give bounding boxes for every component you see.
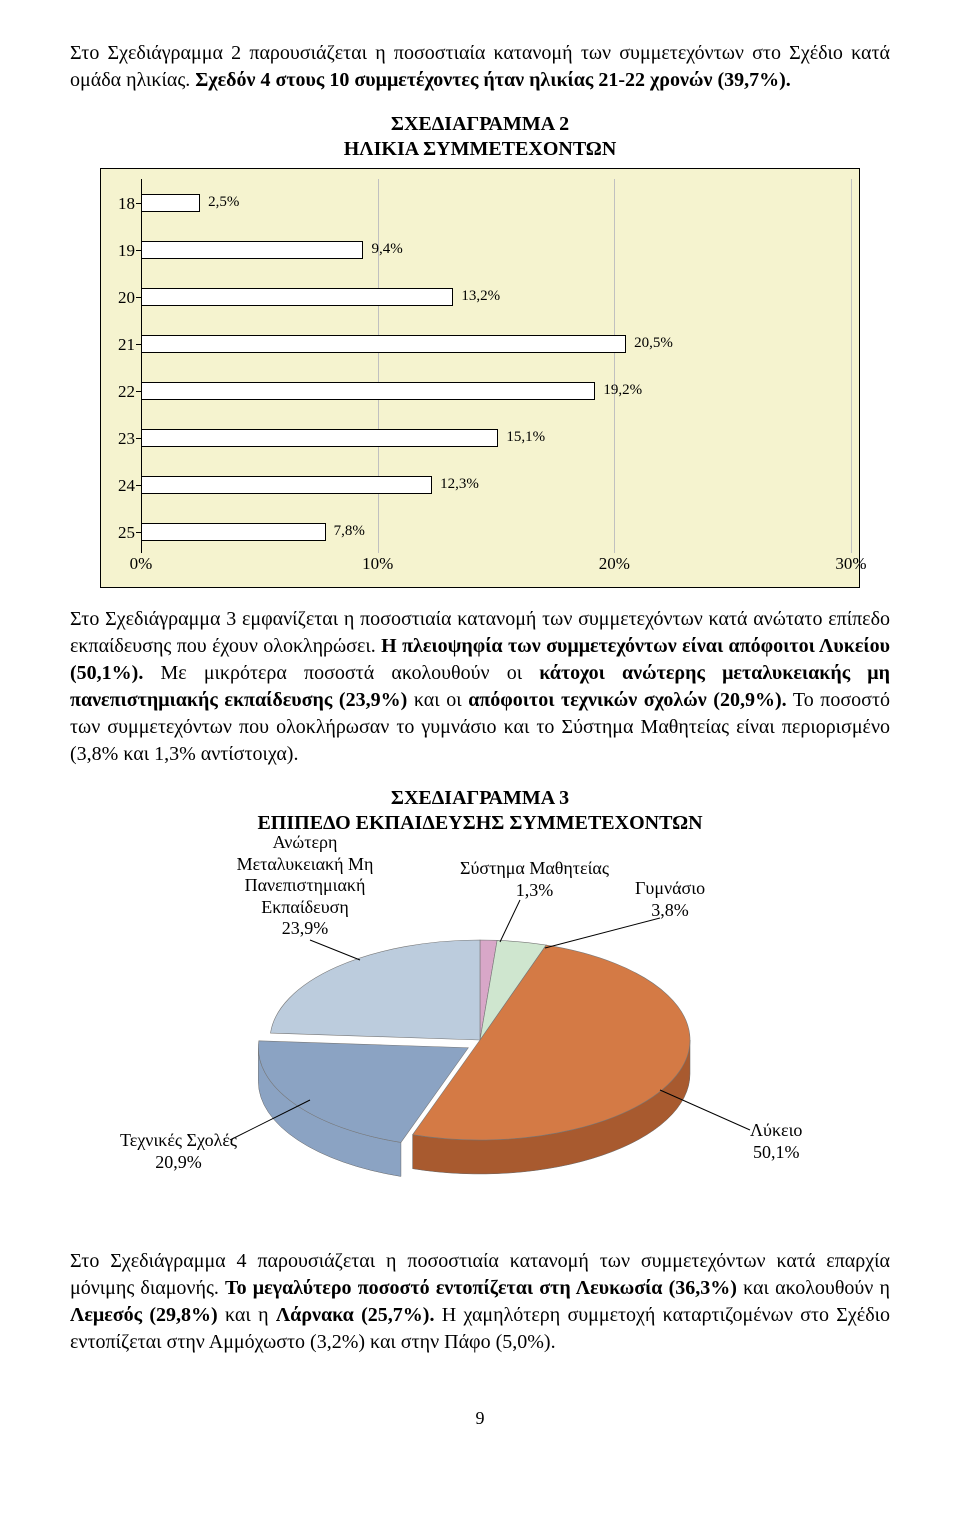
chart2-value-label: 20,5% [634,333,673,353]
chart2: ΣΧΕΔΙΑΓΡΑΜΜΑ 2 ΗΛΙΚΙΑ ΣΥΜΜΕΤΕΧΟΝΤΩΝ 182,… [70,112,890,588]
chart2-category-label: 22 [105,381,135,404]
pie-label-lykeio: Λύκειο 50,1% [750,1120,802,1163]
text: Γυμνάσιο [635,878,705,898]
chart2-value-label: 9,4% [371,239,402,259]
chart2-row: 182,5% [141,194,849,212]
chart3: ΣΧΕΔΙΑΓΡΑΜΜΑ 3 ΕΠΙΠΕΔΟ ΕΚΠΑΙΔΕΥΣΗΣ ΣΥΜΜΕ… [70,786,890,1220]
chart2-row: 257,8% [141,523,849,541]
pie-leader-line [310,940,360,960]
chart2-xtick-label: 20% [599,553,630,576]
chart2-bar [141,429,498,447]
chart2-yaxis [141,179,142,553]
chart2-row: 2013,2% [141,288,849,306]
chart2-xtick-label: 10% [362,553,393,576]
text: 20,9% [155,1152,202,1172]
chart2-bar [141,382,595,400]
chart2-category-label: 25 [105,522,135,545]
chart2-category-label: 20 [105,287,135,310]
chart2-gridline [851,179,852,553]
text-bold: Το μεγαλύτερο ποσοστό εντοπίζεται στη Λε… [225,1277,737,1299]
chart2-bar [141,241,363,259]
chart2-value-label: 12,3% [440,474,479,494]
chart2-xtick-label: 0% [130,553,153,576]
chart2-row: 2120,5% [141,335,849,353]
chart2-bar [141,335,626,353]
pie-label-texnikes: Τεχνικές Σχολές 20,9% [120,1130,237,1173]
chart2-value-label: 19,2% [603,380,642,400]
chart2-title-line1: ΣΧΕΔΙΑΓΡΑΜΜΑ 2 [391,113,569,135]
chart3-title: ΣΧΕΔΙΑΓΡΑΜΜΑ 3 ΕΠΙΠΕΔΟ ΕΚΠΑΙΔΕΥΣΗΣ ΣΥΜΜΕ… [100,786,860,836]
chart2-bar [141,476,432,494]
chart2-title: ΣΧΕΔΙΑΓΡΑΜΜΑ 2 ΗΛΙΚΙΑ ΣΥΜΜΕΤΕΧΟΝΤΩΝ [70,112,890,162]
chart2-plot: 182,5% 199,4% 2013,2% 2120,5% 2219,2% 2315,1%… [141,179,849,553]
chart2-bar [141,523,326,541]
text: Σύστημα Μαθητείας [460,858,609,878]
chart2-row: 2412,3% [141,476,849,494]
chart2-gridline [378,179,379,553]
pie-leader-line [500,900,520,942]
chart2-category-label: 24 [105,475,135,498]
text: Με μικρότερα ποσοστά ακολουθούν οι [160,662,539,684]
chart3-plotbox: ΑνώτερηΜεταλυκειακή ΜηΠανεπιστημιακήΕκπα… [100,840,860,1220]
text-bold: Σχεδόν 4 στους 10 συμμετέχοντες ήταν ηλι… [195,69,791,91]
text-bold: απόφοιτοι τεχνικών σχολών (20,9%). [468,689,786,711]
text: Τεχνικές Σχολές [120,1130,237,1150]
pie-label-anoteri: ΑνώτερηΜεταλυκειακή ΜηΠανεπιστημιακήΕκπα… [210,832,400,940]
para-chart4-intro: Στο Σχεδιάγραμμα 4 παρουσιάζεται η ποσοσ… [70,1248,890,1356]
chart2-plotbox: 182,5%199,4%2013,2%2120,5%2219,2%2315,1%… [100,168,860,588]
text-bold: Λάρνακα (25,7%). [276,1304,435,1326]
text: 50,1% [753,1142,800,1162]
chart3-title-line2: ΕΠΙΠΕΔΟ ΕΚΠΑΙΔΕΥΣΗΣ ΣΥΜΜΕΤΕΧΟΝΤΩΝ [257,812,702,834]
chart2-value-label: 13,2% [461,286,500,306]
page: Στο Σχεδιάγραμμα 2 παρουσιάζεται η ποσοσ… [0,0,960,1470]
text: και ακολουθούν η [743,1277,890,1299]
chart2-row: 2219,2% [141,382,849,400]
pie-leader-line [545,918,660,948]
chart2-category-label: 23 [105,428,135,451]
text: 1,3% [516,880,554,900]
chart2-bar [141,288,453,306]
pie-label-gymnasio: Γυμνάσιο 3,8% [635,878,705,921]
pie-slice-top [271,940,480,1040]
text: Λύκειο [750,1120,802,1140]
para-chart2-intro: Στο Σχεδιάγραμμα 2 παρουσιάζεται η ποσοσ… [70,40,890,94]
chart2-value-label: 2,5% [208,192,239,212]
chart2-xaxis: 0%10%20%30% [141,553,849,587]
chart2-xtick-label: 30% [835,553,866,576]
chart2-row: 199,4% [141,241,849,259]
text: και οι [414,689,468,711]
chart2-category-label: 19 [105,240,135,263]
para-chart3-intro: Στο Σχεδιάγραμμα 3 εμφανίζεται η ποσοστι… [70,606,890,768]
chart2-value-label: 15,1% [506,427,545,447]
chart2-bar [141,194,200,212]
text: 3,8% [651,900,689,920]
chart3-title-line1: ΣΧΕΔΙΑΓΡΑΜΜΑ 3 [391,787,569,809]
chart2-gridline [614,179,615,553]
text: ΑνώτερηΜεταλυκειακή ΜηΠανεπιστημιακήΕκπα… [237,832,374,938]
pie-label-mathiteias: Σύστημα Μαθητείας 1,3% [460,858,609,901]
chart2-title-line2: ΗΛΙΚΙΑ ΣΥΜΜΕΤΕΧΟΝΤΩΝ [344,138,617,160]
text-bold: Λεμεσός (29,8%) [70,1304,218,1326]
chart2-category-label: 21 [105,334,135,357]
chart2-row: 2315,1% [141,429,849,447]
chart2-value-label: 7,8% [334,521,365,541]
page-number: 9 [70,1406,890,1430]
chart2-category-label: 18 [105,193,135,216]
text: και η [225,1304,276,1326]
